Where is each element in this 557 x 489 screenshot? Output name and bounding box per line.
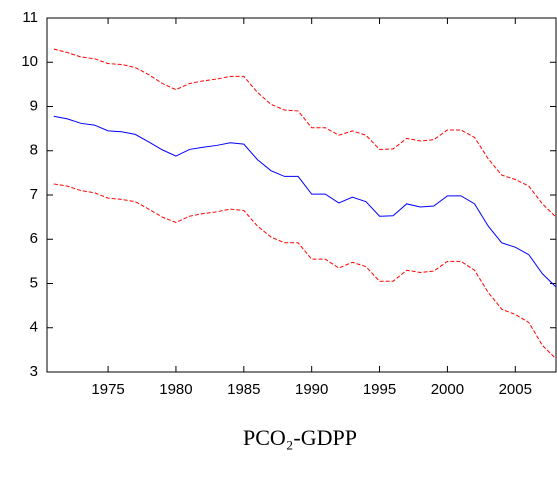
y-tick-label: 4 — [30, 319, 38, 336]
y-tick-label: 11 — [22, 9, 38, 26]
x-tick-label: 1985 — [227, 381, 260, 398]
data-line — [53, 48, 557, 218]
y-tick-label: 6 — [30, 230, 38, 247]
plot-frame — [46, 17, 557, 373]
x-tick-label: 1990 — [295, 381, 328, 398]
y-tick-label: 9 — [30, 97, 38, 114]
x-tick-label: 2000 — [431, 381, 464, 398]
x-tick-label: 1995 — [363, 381, 396, 398]
x-tick-label: 1975 — [91, 381, 124, 398]
chart-title: PCO₂-GDPP — [243, 425, 357, 450]
y-tick-label: 3 — [30, 363, 38, 380]
y-tick-label: 10 — [21, 53, 38, 70]
y-tick-label: 5 — [30, 274, 38, 291]
data-line — [53, 183, 557, 360]
y-tick-label: 8 — [30, 142, 38, 159]
y-tick-label: 7 — [30, 186, 38, 203]
x-tick-label: 2005 — [499, 381, 532, 398]
x-tick-label: 1980 — [159, 381, 192, 398]
data-line — [53, 115, 557, 288]
